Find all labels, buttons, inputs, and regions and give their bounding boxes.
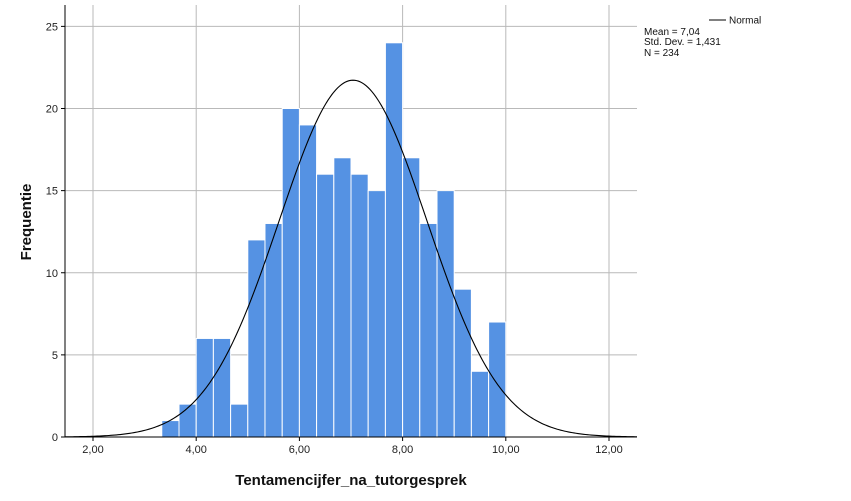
y-tick-label: 0 [52, 432, 58, 444]
y-tick-label: 5 [52, 350, 58, 362]
histogram-bar [384, 42, 404, 438]
histogram-bar [230, 403, 249, 438]
normal-curve [64, 79, 638, 438]
x-tick-label: 12,00 [595, 444, 623, 456]
histogram-bar [453, 288, 472, 438]
y-axis-title: Frequentie [18, 184, 35, 261]
legend-n: N = 234 [644, 48, 680, 59]
histogram-bar [316, 173, 335, 438]
x-tick-labels: 2,00 4,00 6,00 8,00 10,00 12,00 [82, 444, 622, 456]
histogram-bar [488, 321, 507, 438]
legend-normal-label: Normal [729, 16, 761, 27]
histogram-bar [178, 403, 197, 438]
legend-std-dev: Std. Dev. = 1,431 [644, 37, 721, 48]
x-tick-label: 8,00 [392, 444, 413, 456]
y-tick-labels: 0 5 10 15 20 25 [46, 21, 58, 444]
histogram-bar [195, 337, 214, 438]
histogram-bar [367, 190, 386, 438]
histogram-bar [281, 108, 300, 438]
histogram-bar [470, 370, 490, 438]
histogram-bar [350, 173, 369, 438]
histogram-bar [212, 337, 232, 438]
y-tick-label: 15 [46, 186, 58, 198]
x-tick-label: 10,00 [492, 444, 520, 456]
legend: Normal Mean = 7,04 Std. Dev. = 1,431 N =… [644, 16, 761, 60]
x-axis-title: Tentamencijfer_na_tutorgesprek [235, 472, 467, 489]
histogram-bar [333, 157, 352, 438]
x-tick-label: 2,00 [82, 444, 103, 456]
y-tick-label: 10 [46, 268, 58, 280]
y-tick-label: 20 [46, 104, 58, 116]
x-tick-label: 4,00 [185, 444, 206, 456]
histogram-bar [436, 190, 455, 438]
histogram-bar [402, 157, 421, 438]
legend-mean: Mean = 7,04 [644, 27, 700, 38]
y-tick-label: 25 [46, 21, 58, 33]
axes [61, 5, 637, 441]
histogram-bar [298, 124, 318, 438]
histogram-bar [419, 222, 438, 438]
x-tick-label: 6,00 [289, 444, 310, 456]
